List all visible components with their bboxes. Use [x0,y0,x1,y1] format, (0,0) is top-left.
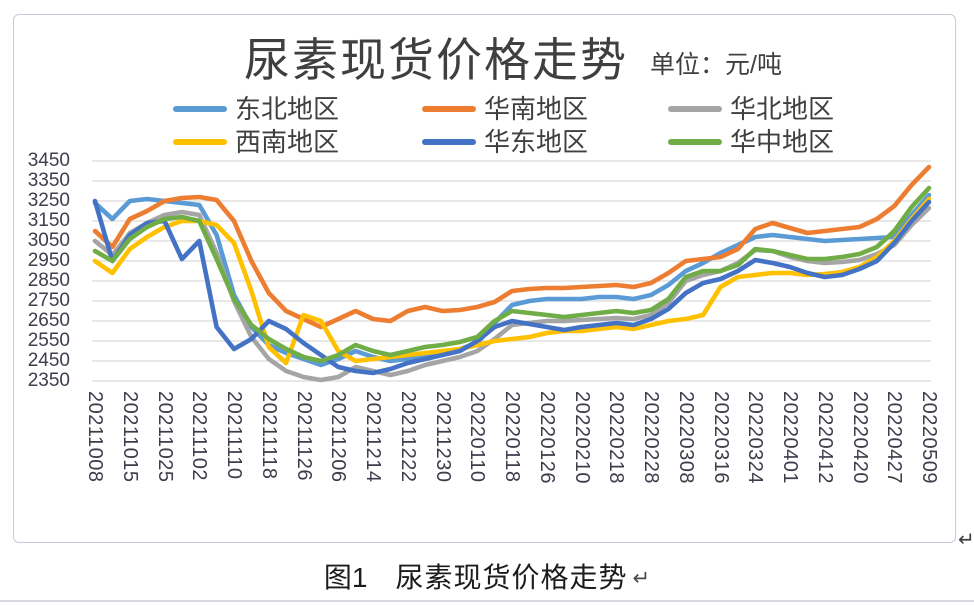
x-tick-label: 20220218 [605,391,628,484]
y-tick-label: 2450 [27,350,70,371]
x-tick-label: 20220308 [674,391,697,484]
x-tick-label: 20211230 [431,391,454,483]
legend-label: 西南地区 [235,127,340,157]
x-tick-label: 20220509 [918,391,940,484]
x-tick-label: 20211214 [362,391,384,483]
legend-line-swatch [422,106,476,112]
y-tick-label: 2850 [27,270,70,291]
legend-item-southwest[interactable]: 西南地区 [173,127,339,157]
legend-label: 华东地区 [484,127,589,157]
x-tick-label: 20220110 [466,391,489,483]
y-tick-label: 3350 [27,170,70,191]
table-top-border [0,600,974,602]
y-tick-label: 2650 [27,310,70,331]
x-tick-label: 20211102 [188,391,211,482]
y-axis: 3450 3350 3250 3150 3050 2950 2850 2750 2650 2550… [24,0,70,606]
legend-item-central-china[interactable]: 华中地区 [668,127,834,157]
legend-label: 东北地区 [235,94,340,124]
legend-label: 华中地区 [730,127,835,157]
y-tick-label: 3150 [27,210,70,231]
y-tick-label: 3450 [27,150,70,171]
x-tick-label: 20220420 [848,391,871,484]
x-tick-label: 20211222 [396,391,419,483]
x-tick-label: 20220401 [779,391,801,484]
unit-label: 单位：元/吨 [650,51,782,79]
x-tick-label: 20220118 [501,391,523,483]
x-tick-label: 20220324 [744,391,767,484]
figure-caption[interactable]: 图1 尿素现货价格走势 ↵ [0,556,974,596]
legend-line-swatch [668,139,722,145]
x-tick-label: 20211110 [223,391,245,480]
x-tick-label: 20211118 [257,391,280,480]
x-tick-label: 20211126 [292,391,315,482]
legend-line-swatch [668,106,722,112]
y-tick-label: 2550 [27,330,70,351]
y-tick-label: 3250 [27,190,70,211]
legend-label: 华南地区 [484,94,589,124]
chart-header: 尿素现货价格走势 单位：元/吨 [0,28,974,86]
paragraph-return-icon: ↵ [958,529,974,551]
legend-line-swatch [422,139,476,145]
x-tick-label: 20220427 [883,391,906,484]
legend-label: 华北地区 [730,94,835,124]
x-tick-label: 20211025 [153,391,176,483]
y-tick-label: 2750 [27,290,70,311]
x-tick-label: 20220126 [535,391,558,484]
legend-item-north-china[interactable]: 华北地区 [668,94,834,124]
legend-item-northeast[interactable]: 东北地区 [173,94,339,124]
caption-return-icon: ↵ [632,567,651,590]
legend-line-swatch [173,106,227,112]
x-tick-label: 20211015 [118,391,141,483]
x-tick-label: 20220412 [813,391,836,484]
x-tick-label: 20220316 [709,391,732,484]
x-tick-label: 20211008 [84,391,106,483]
chart-title: 尿素现货价格走势 [244,34,629,86]
caption-figure-number: 图1 [323,562,368,593]
y-tick-label: 2950 [27,250,70,271]
y-tick-label: 2350 [27,370,70,391]
x-tick-label: 20220228 [640,391,662,484]
legend-item-south-china[interactable]: 华南地区 [422,94,588,124]
legend-line-swatch [173,139,227,145]
x-tick-label: 20211206 [327,391,350,483]
x-tick-label: 20220210 [570,391,593,484]
legend-item-east-china[interactable]: 华东地区 [422,127,588,157]
caption-text: 尿素现货价格走势 [395,562,628,593]
y-tick-label: 3050 [27,230,70,251]
